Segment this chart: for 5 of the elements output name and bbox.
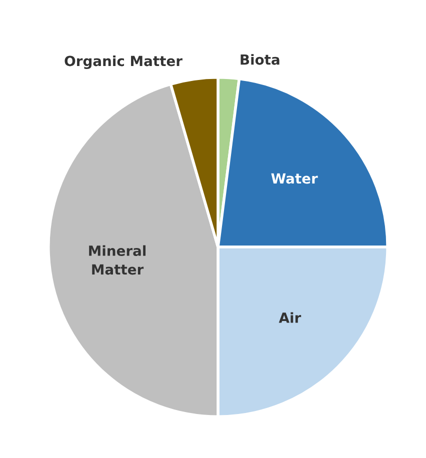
slice-label: Organic Matter	[64, 55, 182, 70]
slice-label: Water	[271, 173, 318, 184]
slice-label: Air	[278, 312, 302, 323]
slice-label: Mineral Matter	[89, 245, 146, 275]
slice-label: Biota	[240, 54, 280, 65]
